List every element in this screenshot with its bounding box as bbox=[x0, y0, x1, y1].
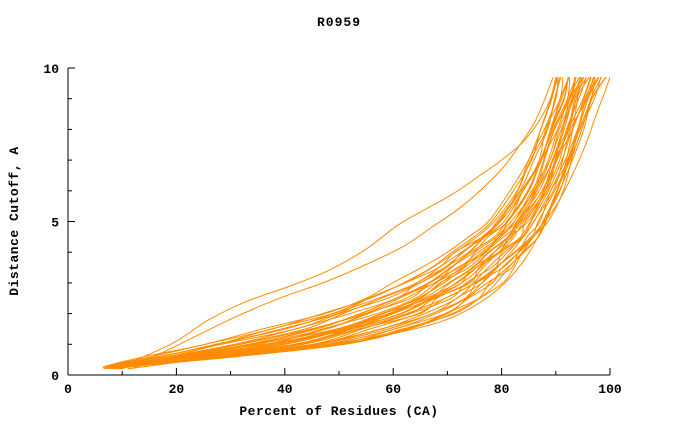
model-curve bbox=[120, 77, 596, 370]
model-curve bbox=[106, 77, 562, 370]
y-tick-label: 0 bbox=[51, 369, 59, 384]
model-curve bbox=[122, 77, 554, 368]
x-axis-label: Percent of Residues (CA) bbox=[239, 404, 438, 419]
axes bbox=[67, 67, 611, 376]
model-curve bbox=[122, 77, 602, 370]
model-curve bbox=[111, 77, 577, 370]
model-curves bbox=[102, 76, 611, 370]
x-tick-label: 80 bbox=[494, 382, 510, 397]
model-curve bbox=[132, 77, 611, 368]
tick-labels: 0 20 40 60 80 100 0 5 10 bbox=[43, 62, 622, 397]
model-curve bbox=[127, 77, 581, 370]
model-curve bbox=[105, 77, 561, 370]
x-tick-label: 0 bbox=[64, 382, 72, 397]
model-curve bbox=[120, 76, 602, 370]
x-tick-label: 100 bbox=[598, 382, 622, 397]
chart-title: R0959 bbox=[317, 15, 361, 30]
model-curve bbox=[116, 77, 557, 368]
model-curve bbox=[117, 77, 591, 370]
x-tick-label: 40 bbox=[277, 382, 293, 397]
model-curve bbox=[115, 77, 582, 370]
model-curve bbox=[113, 77, 583, 370]
model-curve bbox=[109, 77, 571, 370]
x-tick-label: 60 bbox=[385, 382, 401, 397]
x-tick-label: 20 bbox=[169, 382, 185, 397]
y-tick-label: 5 bbox=[51, 216, 59, 231]
model-curve bbox=[120, 76, 607, 370]
y-tick-label: 10 bbox=[43, 62, 59, 77]
y-axis-label: Distance Cutoff, A bbox=[7, 146, 22, 295]
model-curve bbox=[111, 77, 581, 370]
model-curve bbox=[112, 76, 585, 370]
